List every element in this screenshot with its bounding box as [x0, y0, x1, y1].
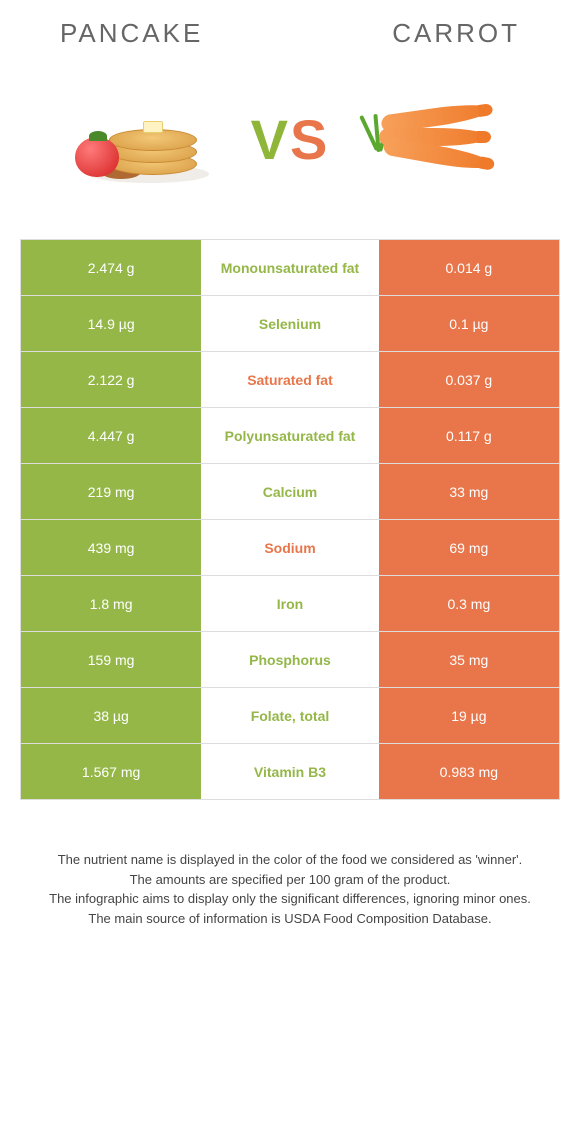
left-value-cell: 1.8 mg [21, 576, 201, 631]
vs-row: VS [20, 79, 560, 199]
title-row: PANCAKE CARROT [20, 18, 560, 59]
footer-notes: The nutrient name is displayed in the co… [20, 850, 560, 928]
table-row: 159 mgPhosphorus35 mg [21, 632, 559, 688]
table-row: 219 mgCalcium33 mg [21, 464, 559, 520]
table-row: 1.567 mgVitamin B30.983 mg [21, 744, 559, 800]
footer-line: The main source of information is USDA F… [40, 909, 540, 929]
right-value-cell: 0.037 g [379, 352, 559, 407]
table-row: 439 mgSodium69 mg [21, 520, 559, 576]
carrot-image [359, 79, 509, 199]
pancake-image [71, 79, 221, 199]
footer-line: The infographic aims to display only the… [40, 889, 540, 909]
left-value-cell: 4.447 g [21, 408, 201, 463]
left-value-cell: 159 mg [21, 632, 201, 687]
left-value-cell: 439 mg [21, 520, 201, 575]
left-value-cell: 14.9 µg [21, 296, 201, 351]
left-value-cell: 2.122 g [21, 352, 201, 407]
nutrient-label-cell: Phosphorus [201, 632, 379, 687]
footer-line: The amounts are specified per 100 gram o… [40, 870, 540, 890]
left-value-cell: 38 µg [21, 688, 201, 743]
table-row: 2.122 gSaturated fat0.037 g [21, 352, 559, 408]
right-value-cell: 0.014 g [379, 240, 559, 295]
table-row: 2.474 gMonounsaturated fat0.014 g [21, 240, 559, 296]
left-value-cell: 219 mg [21, 464, 201, 519]
table-row: 1.8 mgIron0.3 mg [21, 576, 559, 632]
left-food-title: PANCAKE [60, 18, 203, 49]
nutrient-label-cell: Iron [201, 576, 379, 631]
footer-line: The nutrient name is displayed in the co… [40, 850, 540, 870]
right-value-cell: 0.117 g [379, 408, 559, 463]
right-value-cell: 33 mg [379, 464, 559, 519]
nutrient-label-cell: Saturated fat [201, 352, 379, 407]
nutrient-label-cell: Polyunsaturated fat [201, 408, 379, 463]
right-value-cell: 0.1 µg [379, 296, 559, 351]
nutrient-label-cell: Folate, total [201, 688, 379, 743]
right-value-cell: 35 mg [379, 632, 559, 687]
left-value-cell: 1.567 mg [21, 744, 201, 799]
nutrient-table: 2.474 gMonounsaturated fat0.014 g14.9 µg… [20, 239, 560, 800]
vs-s-letter: S [290, 108, 329, 171]
table-row: 38 µgFolate, total19 µg [21, 688, 559, 744]
left-value-cell: 2.474 g [21, 240, 201, 295]
nutrient-label-cell: Selenium [201, 296, 379, 351]
nutrient-label-cell: Sodium [201, 520, 379, 575]
table-row: 4.447 gPolyunsaturated fat0.117 g [21, 408, 559, 464]
nutrient-label-cell: Calcium [201, 464, 379, 519]
right-food-title: CARROT [392, 18, 520, 49]
vs-label: VS [251, 107, 330, 172]
table-row: 14.9 µgSelenium0.1 µg [21, 296, 559, 352]
nutrient-label-cell: Vitamin B3 [201, 744, 379, 799]
right-value-cell: 19 µg [379, 688, 559, 743]
infographic-container: PANCAKE CARROT VS [0, 0, 580, 946]
right-value-cell: 69 mg [379, 520, 559, 575]
nutrient-label-cell: Monounsaturated fat [201, 240, 379, 295]
vs-v-letter: V [251, 108, 290, 171]
right-value-cell: 0.3 mg [379, 576, 559, 631]
right-value-cell: 0.983 mg [379, 744, 559, 799]
